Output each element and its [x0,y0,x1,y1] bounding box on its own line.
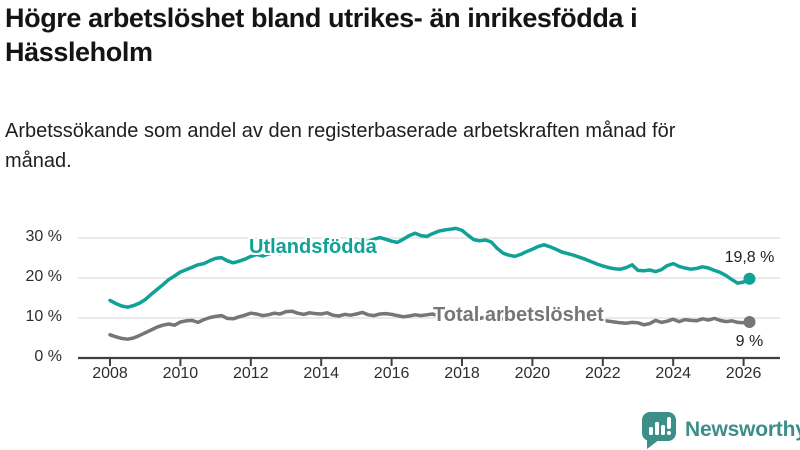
series-label-total-arbetsloshet: Total arbetslöshet [433,304,604,326]
x-axis-tick-label: 2018 [444,365,480,382]
y-axis-tick-label: 0 % [34,348,62,365]
x-axis-tick-label: 2010 [162,365,199,382]
page-title: Högre arbetslöshet bland utrikes- än inr… [5,3,638,67]
x-axis-tick-label: 2026 [725,365,762,382]
y-axis-tick-label: 30 % [25,228,62,245]
y-axis-tick-label: 20 % [25,268,62,285]
x-axis-tick-label: 2014 [303,365,339,382]
x-axis-tick-label: 2012 [233,365,269,382]
newsworthy-logo: Newsworthy [641,410,800,450]
page-subtitle: Arbetssökande som andel av den registerb… [5,120,676,172]
x-axis-tick-label: 2022 [585,365,621,382]
x-axis-tick-label: 2016 [373,365,410,382]
bar-chart-speech-bubble-icon [642,411,676,449]
newsworthy-logo-text: Newsworthy [685,418,800,441]
series-label-utlandsfodda: Utlandsfödda [249,236,377,258]
series-end-value-label: 19,8 % [724,248,775,266]
x-axis-tick-label: 2008 [92,365,128,382]
y-axis-tick-label: 10 % [25,308,62,325]
x-axis-tick-label: 2024 [655,365,691,382]
x-axis-tick-label: 2020 [514,365,551,382]
series-end-value-label: 9 % [735,333,764,350]
